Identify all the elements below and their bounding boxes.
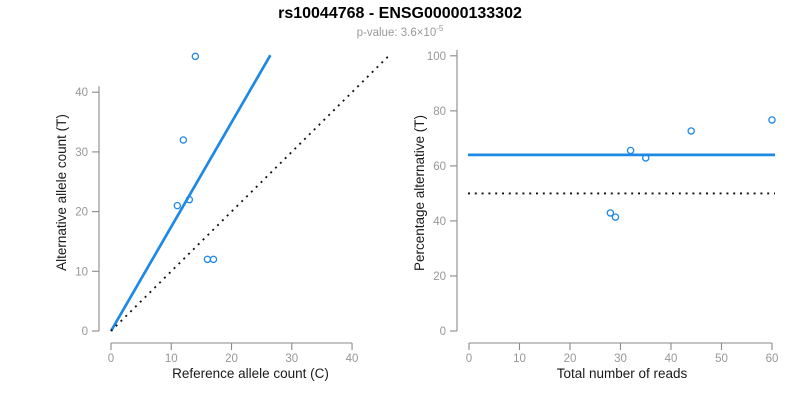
- x-tick-label: 20: [564, 353, 577, 365]
- y-tick-label: 60: [433, 161, 446, 173]
- y-tick-label: 80: [433, 106, 446, 118]
- data-point: [626, 146, 635, 155]
- x-tick-label: 60: [766, 353, 779, 365]
- x-tick-label: 40: [346, 353, 359, 365]
- x-tick-label: 30: [285, 353, 298, 365]
- x-tick-label: 30: [614, 353, 627, 365]
- identity-line: [110, 54, 391, 332]
- x-axis-title: Reference allele count (C): [172, 366, 329, 381]
- x-tick-label: 50: [715, 353, 728, 365]
- y-tick-label: 20: [75, 207, 88, 219]
- x-tick-label: 40: [665, 353, 678, 365]
- fit-line: [109, 54, 272, 332]
- left-scatter-panel: 0 10 20 30 40 0 10 20 30 40 Reference allele count…: [54, 52, 391, 381]
- data-point: [203, 255, 212, 264]
- pvalue-exponent: -5: [436, 24, 444, 33]
- data-point: [768, 116, 776, 124]
- x-tick-label: 10: [513, 353, 526, 365]
- right-scatter-panel: 0 10 20 30 40 50 60 0 20 40 60 80 100 Total number of…: [412, 49, 779, 381]
- pvalue-text: p-value: 3.6×10: [356, 26, 437, 39]
- y-axis-title: Percentage alternative (T): [412, 115, 427, 271]
- data-point: [606, 209, 615, 217]
- y-tick-label: 40: [75, 87, 88, 99]
- data-point: [173, 201, 182, 210]
- axes: [450, 49, 773, 350]
- y-tick-label: 0: [82, 326, 88, 338]
- y-tick-label: 100: [427, 51, 446, 63]
- y-tick-label: 30: [75, 147, 88, 159]
- data-point: [209, 255, 218, 264]
- plot-subtitle: p-value: 3.6×10-5: [0, 24, 800, 39]
- y-axis-title: Alternative allele count (T): [54, 114, 69, 271]
- data-point: [191, 52, 200, 61]
- x-tick-label: 0: [108, 353, 114, 365]
- data-point: [687, 127, 695, 135]
- y-tick-label: 40: [433, 216, 446, 228]
- data-point: [179, 136, 188, 144]
- y-tick-label: 10: [75, 266, 88, 278]
- plot-title: rs10044768 - ENSG00000133302: [278, 5, 522, 22]
- x-tick-label: 10: [165, 353, 178, 365]
- y-tick-label: 20: [433, 271, 446, 283]
- x-axis-title: Total number of reads: [557, 366, 688, 381]
- data-point: [185, 195, 194, 204]
- data-point: [641, 154, 650, 162]
- x-tick-label: 20: [225, 353, 238, 365]
- data-point: [611, 213, 620, 221]
- y-tick-label: 0: [440, 326, 446, 338]
- x-tick-label: 0: [466, 353, 472, 365]
- axes: [92, 86, 353, 350]
